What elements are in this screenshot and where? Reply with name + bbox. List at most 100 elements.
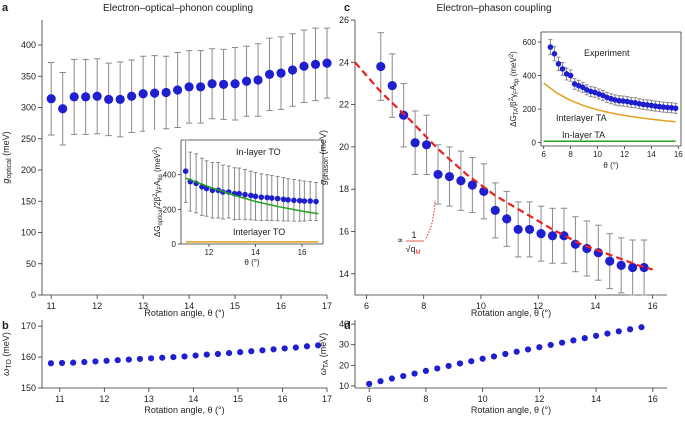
interlayer-ta-label: Interlayer TA [556,113,607,123]
y-label-part: A [509,84,518,90]
y-label-main: ω [318,368,328,375]
y-label-unit: (meV) [1,131,11,158]
panel-label: c [344,2,350,14]
data-point [314,342,322,349]
data-point [421,140,432,150]
y-label-part: F [514,90,520,94]
data-point [236,190,242,197]
proportional-symbol: ∝ [397,235,403,245]
y-tick-label: 400 [523,72,537,81]
data-point [203,351,210,358]
data-point [207,79,217,89]
panel-a-inset: 12 14 16 0 200 400 In-layer TO Interlayer TO θ (… [145,130,329,268]
data-point [303,343,311,350]
data-point [281,345,288,352]
chart-title: Electron–optical–phonon coupling [103,3,253,14]
data-point [366,380,373,387]
x-tick-label: 17 [322,394,332,404]
y-label-subscript: phason [323,157,330,180]
data-point [567,72,574,79]
data-point [570,337,577,344]
data-point [46,94,56,104]
x-tick-label: 8 [568,150,573,159]
data-point [307,198,313,204]
data-point [639,262,649,273]
x-tick-label: 14 [184,301,194,311]
y-tick-label: 0 [172,240,177,249]
y-tick-label: 50 [26,259,36,269]
experiment-label: Experiment [584,48,630,58]
panel-d: 6 8 10 12 14 16 10 20 30 40 Rotation angle, θ (°) ω… [318,319,667,415]
data-point [230,79,240,89]
x-axis-label: Rotation angle, θ (°) [144,405,224,415]
data-point [555,61,562,67]
y-label-part: F [158,186,164,190]
data-point [264,69,275,79]
x-axis-label: θ (°) [603,161,619,170]
x-tick-label: 6 [367,394,372,404]
y-label-part: ) [153,147,162,150]
annotation-pointer [425,199,436,239]
x-axis-label: θ (°) [244,258,260,267]
data-point [92,358,99,365]
data-point [513,348,520,355]
y-label-part: 2 [153,193,159,197]
data-point [125,356,132,363]
y-tick-label: 40 [339,319,349,329]
panel-c-inset: 6 8 10 12 14 16 0 200 400 600 Experiment Interlayer… [503,24,685,172]
data-point [388,375,395,382]
x-tick-label: 16 [277,394,287,404]
x-tick-label: 12 [92,301,102,311]
data-point [310,59,321,69]
data-point [410,138,420,148]
data-point [627,326,634,333]
data-point [301,198,308,204]
x-tick-label: 16 [298,248,307,257]
data-point [248,192,254,199]
x-axis-label: Rotation angle, θ (°) [471,405,551,415]
data-point [490,353,498,360]
y-axis-label: ωTO (meV) [1,332,13,376]
y-tick-label: 10 [339,381,349,391]
data-point [127,91,137,101]
y-label-unit: (meV) [318,333,328,360]
y-tick-label: 250 [21,134,36,144]
x-tick-label: 12 [533,301,543,311]
data-point [558,339,566,346]
data-point [616,260,626,270]
data-point [114,357,121,364]
fit-curve-inverse-sqrt [354,61,654,271]
x-tick-label: 11 [55,394,64,404]
data-point [502,350,509,358]
data-point [58,359,66,367]
panel-label: d [344,320,351,332]
y-label-part: ) [509,51,518,54]
data-point [225,349,233,357]
data-point [81,92,91,102]
x-tick-label: 14 [188,394,198,404]
data-point [104,94,114,104]
data-point [173,85,183,95]
inset-background [503,24,685,172]
x-tick-label: 13 [144,394,154,404]
data-point [547,44,554,50]
data-point [616,97,622,104]
data-point [252,193,259,200]
data-point [638,324,645,331]
x-tick-label: 15 [230,301,240,311]
data-point [525,224,535,235]
data-point [536,344,543,351]
panel-b: 11 12 13 14 15 16 17 150 160 170 Rotation angle, θ… [1,320,332,415]
data-point [400,372,407,380]
x-tick-label: 10 [476,301,486,311]
y-label-part: γ [509,94,518,98]
y-tick-label: 150 [21,196,36,206]
data-point [81,358,88,366]
data-point [150,88,160,98]
y-tick-label: 150 [21,383,36,393]
x-tick-label: 12 [99,394,109,404]
x-tick-label: 15 [233,394,243,404]
y-label-part: γ [153,190,162,194]
